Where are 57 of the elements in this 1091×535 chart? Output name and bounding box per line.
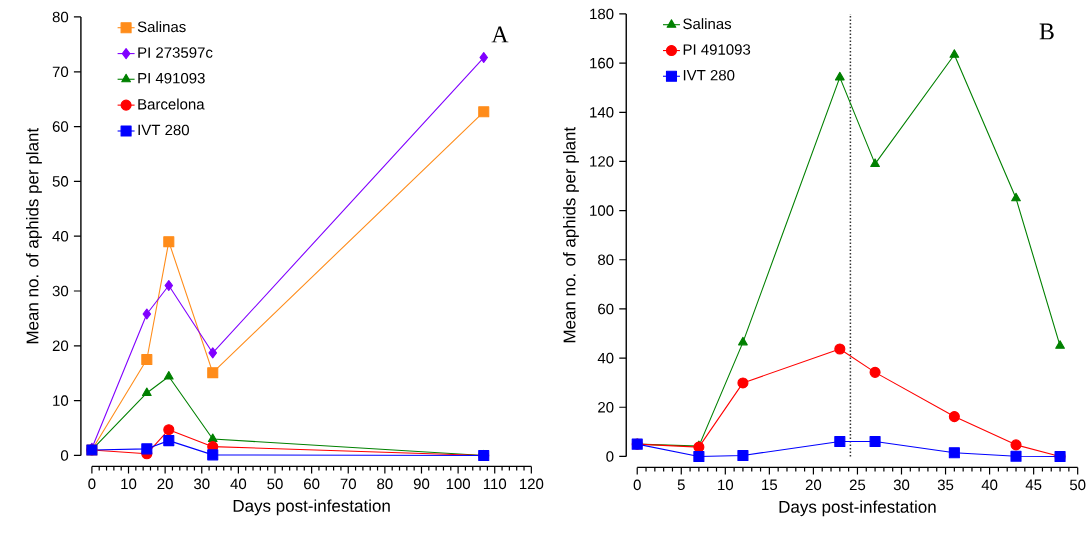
x-tick-label: 10 [121, 478, 137, 490]
x-tick-label: 45 [1025, 479, 1042, 490]
x-tick-label: 50 [1069, 479, 1086, 491]
y-tick-label: 100 [590, 205, 614, 216]
y-tick-label: 40 [52, 230, 69, 242]
x-tick-label: 120 [519, 478, 544, 490]
annotation: A [491, 26, 509, 43]
y-tick-label: 80 [598, 254, 614, 265]
legend-label: PI 491093 [683, 44, 751, 55]
annotation: B [1039, 23, 1054, 40]
y-tick-label: 70 [52, 66, 69, 77]
x-tick-label: 50 [267, 478, 283, 490]
x-tick-label: 40 [981, 479, 998, 491]
y-tick-label: 80 [52, 11, 69, 23]
x-tick-label: 20 [805, 479, 822, 491]
y-tick-label: 20 [598, 401, 614, 413]
y-tick-label: 180 [590, 8, 614, 20]
y-tick-label: 30 [52, 285, 69, 297]
legend-label: Salinas [683, 17, 732, 29]
y-axis-title: Mean no. of aphids per plant [26, 127, 42, 344]
x-tick-label: 15 [762, 479, 778, 490]
y-tick-label: 20 [52, 340, 69, 351]
legend-label: PI 273597c [138, 47, 213, 58]
y-tick-label: 50 [52, 175, 69, 187]
x-tick-label: 70 [340, 478, 356, 490]
x-tick-label: 110 [483, 478, 507, 490]
x-tick-label: 30 [194, 478, 210, 490]
legend-label: PI 491093 [138, 72, 205, 84]
y-tick-label: 0 [606, 450, 614, 462]
y-axis-title: Mean no. of aphids per plant [563, 126, 579, 343]
x-tick-label: 0 [88, 478, 96, 490]
x-tick-label: 30 [893, 479, 910, 491]
x-axis-title: Days post-infestation [779, 500, 936, 517]
y-tick-label: 10 [53, 395, 69, 406]
x-axis-title: Days post-infestation [233, 499, 390, 516]
x-tick-label: 20 [157, 478, 173, 490]
y-tick-label: 160 [590, 57, 614, 69]
y-tick-label: 60 [598, 303, 614, 315]
x-tick-label: 40 [230, 478, 247, 490]
x-tick-label: 80 [377, 478, 393, 490]
x-tick-label: 0 [633, 479, 641, 491]
y-tick-label: 60 [52, 121, 69, 132]
x-tick-label: 100 [446, 478, 471, 490]
legend-label: IVT 280 [683, 69, 735, 81]
x-tick-label: 5 [677, 479, 685, 490]
y-tick-label: 40 [597, 352, 614, 364]
legend-label: Salinas [137, 20, 186, 32]
y-tick-label: 120 [590, 156, 614, 167]
x-tick-label: 90 [413, 478, 430, 490]
x-tick-label: 60 [304, 478, 320, 490]
x-tick-label: 25 [849, 479, 866, 491]
legend-label: Barcelona [138, 98, 205, 110]
x-tick-label: 10 [718, 479, 734, 491]
x-tick-label: 35 [937, 479, 954, 491]
legend-label: IVT 280 [138, 124, 189, 136]
y-tick-label: 0 [60, 449, 69, 461]
y-tick-label: 140 [590, 106, 614, 118]
